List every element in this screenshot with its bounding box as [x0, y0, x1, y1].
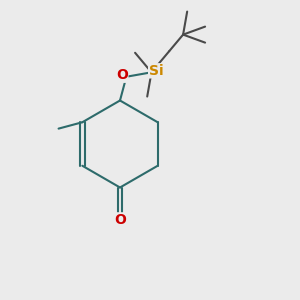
Text: O: O	[116, 68, 128, 82]
Text: Si: Si	[149, 64, 163, 78]
Text: O: O	[114, 213, 126, 227]
